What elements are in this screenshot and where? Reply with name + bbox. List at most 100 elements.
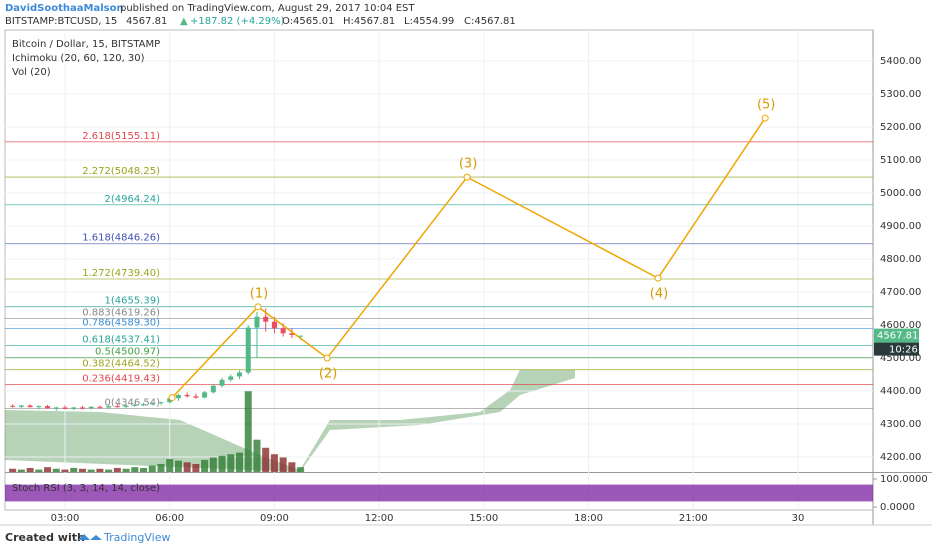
y-tick-label: 4800.00 xyxy=(880,254,921,265)
y-tick-label: 4900.00 xyxy=(880,221,921,232)
countdown-box xyxy=(874,342,919,356)
candle-body xyxy=(298,335,304,337)
candle-body xyxy=(193,396,199,398)
price-tag-label: 4567.81 xyxy=(877,331,918,342)
wave-label: (2) xyxy=(319,366,337,381)
y-tick-label: 4400.00 xyxy=(880,386,921,397)
y-tick-label: 4200.00 xyxy=(880,452,921,463)
candle-body xyxy=(114,406,120,408)
candle-body xyxy=(184,394,190,397)
logo xyxy=(78,534,102,540)
volume-bar xyxy=(87,469,95,472)
wave-label: (5) xyxy=(757,98,775,113)
candle-body xyxy=(280,328,286,334)
created-with: Created with xyxy=(5,531,85,544)
y-tick-label: 4700.00 xyxy=(880,287,921,298)
volume-bar xyxy=(140,467,148,472)
x-tick-label: 18:00 xyxy=(574,513,603,524)
candle-body xyxy=(202,392,208,398)
y-tick-label: 5100.00 xyxy=(880,155,921,166)
rsi-tick-label: 100.0000 xyxy=(880,474,928,485)
wave-line xyxy=(171,117,766,399)
volume-bar xyxy=(192,463,200,472)
fib-label: 1(4655.39) xyxy=(104,296,160,307)
fib-label: 1.272(4739.40) xyxy=(82,268,160,279)
candle-body xyxy=(27,405,33,408)
candle-body xyxy=(141,404,147,406)
wave-point xyxy=(254,303,262,311)
fib-label: 1.618(4846.26) xyxy=(82,233,160,244)
fib-label: 2.618(5155.11) xyxy=(82,131,160,142)
volume-bar xyxy=(209,457,217,472)
candle-body xyxy=(271,321,277,329)
wave-label: (1) xyxy=(250,286,268,301)
last: 4567.81 xyxy=(126,16,167,27)
x-tick-label: 06:00 xyxy=(155,513,184,524)
ohlc: C:4567.81 xyxy=(464,16,516,27)
ohlc: L:4554.99 xyxy=(404,16,454,27)
x-tick-label: 21:00 xyxy=(679,513,708,524)
y-tick-label: 5200.00 xyxy=(880,122,921,133)
volume-bar xyxy=(297,467,305,472)
candle-body xyxy=(228,376,234,380)
x-tick-label: 03:00 xyxy=(51,513,80,524)
candle-body xyxy=(36,406,42,408)
candle-body xyxy=(219,379,225,386)
candle-body xyxy=(62,407,68,409)
candle-body xyxy=(245,327,251,373)
fib-label: 0.883(4619.26) xyxy=(82,308,160,319)
candle-body xyxy=(289,333,295,335)
volume-bar xyxy=(253,439,261,472)
rsi-band xyxy=(5,484,873,502)
volume-bar xyxy=(26,467,34,472)
ichimoku-cloud xyxy=(5,370,575,472)
volume-bar xyxy=(227,454,235,472)
volume-bar xyxy=(157,463,165,472)
fib-label: 0(4346.54) xyxy=(104,398,160,409)
ohlc: O:4565.01 xyxy=(282,16,334,27)
candle-body xyxy=(106,406,112,408)
y-tick-label: 5300.00 xyxy=(880,89,921,100)
candle-body xyxy=(45,406,51,409)
volume-bar xyxy=(174,460,182,472)
countdown: 10:26 xyxy=(889,345,918,356)
y-tick-label: 4300.00 xyxy=(880,419,921,430)
volume-bar xyxy=(279,457,287,472)
fib-label: 0.786(4589.30) xyxy=(82,318,160,329)
candle-body xyxy=(149,403,155,405)
legend: Ichimoku (20, 60, 120, 30) xyxy=(12,53,145,64)
volume-bar xyxy=(78,468,86,472)
wave-point xyxy=(761,114,769,122)
volume-bar xyxy=(288,462,296,472)
candle-body xyxy=(10,405,16,407)
candle-body xyxy=(210,385,216,393)
volume-bar xyxy=(9,468,17,472)
rsi-title: Stoch RSI (3, 3, 14, 14, close) xyxy=(12,483,160,494)
legend: Bitcoin / Dollar, 15, BITSTAMP xyxy=(12,39,160,50)
ohlc: H:4567.81 xyxy=(343,16,395,27)
price-tag xyxy=(874,328,919,343)
legend: Vol (20) xyxy=(12,67,51,78)
wave-point xyxy=(463,173,471,181)
candle-body xyxy=(123,405,129,407)
chart-layer: 4200.00 4300.00 4400.00 4500.00 4600.00 4700.… xyxy=(5,30,928,524)
brand[interactable]: TradingView xyxy=(103,531,170,544)
fib-label: 0.618(4537.41) xyxy=(82,335,160,346)
candle-body xyxy=(254,316,260,328)
x-tick-label: 12:00 xyxy=(365,513,394,524)
volume-bar xyxy=(96,468,104,472)
candle-body xyxy=(175,394,181,399)
author[interactable]: DavidSoothaaMalson xyxy=(5,3,124,14)
candle-body xyxy=(237,372,243,377)
y-tick-label: 5400.00 xyxy=(880,56,921,67)
volume-bar xyxy=(131,467,139,472)
rsi-tick-label: 0.0000 xyxy=(880,502,915,513)
volume-bar xyxy=(122,468,130,472)
wave-point xyxy=(168,394,176,402)
candle-body xyxy=(97,406,103,408)
published: published on TradingView.com, August 29,… xyxy=(120,3,415,14)
wave-label: (4) xyxy=(650,287,668,302)
volume-bar xyxy=(44,467,52,472)
symbol: BITSTAMP:BTCUSD, 15 xyxy=(5,16,117,27)
